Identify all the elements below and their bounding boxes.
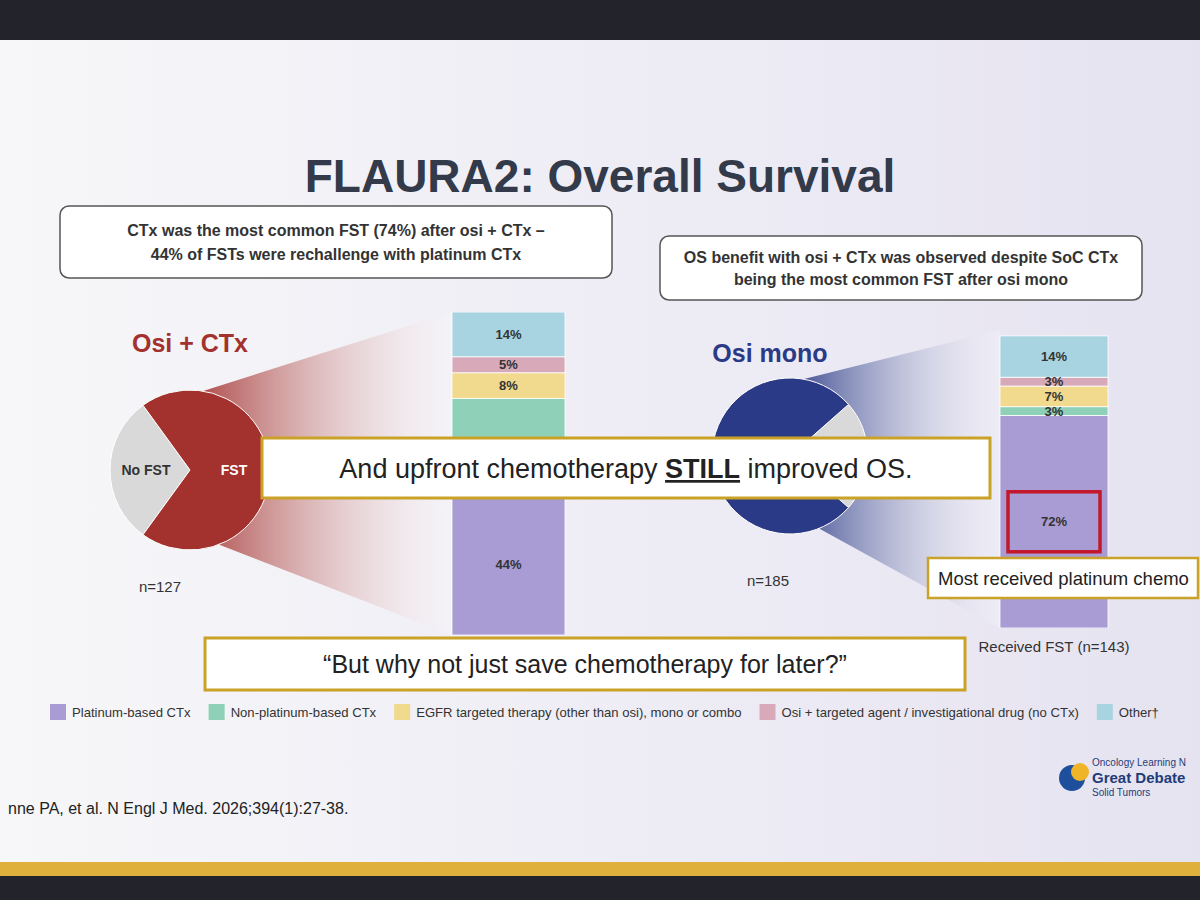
bar-segment [452, 312, 565, 357]
overlay-box [262, 438, 990, 498]
bar-segment [452, 357, 565, 373]
annotation-text: Most received platinum chemo [938, 568, 1189, 589]
callout-text: 44% of FSTs were rechallenge with platin… [151, 246, 522, 263]
callout-box [660, 236, 1142, 300]
overlay-emphasis: STILL [665, 454, 740, 484]
bar-data-label: 72% [1041, 514, 1067, 529]
overlay-text: And upfront chemotherapy [339, 454, 665, 484]
logo-text: Great Debate [1092, 769, 1185, 786]
slide-footer-bar [0, 862, 1200, 876]
bar-segment [452, 494, 565, 635]
overlay-statement: And upfront chemotherapy STILL improved … [339, 454, 912, 484]
bar-data-label: 14% [495, 327, 521, 342]
legend-label: Non-platinum-based CTx [231, 705, 377, 720]
bar-segment [1000, 386, 1108, 407]
bar-segment [452, 373, 565, 399]
citation: nne PA, et al. N Engl J Med. 2026;394(1)… [8, 800, 348, 817]
legend-label: Platinum-based CTx [72, 705, 191, 720]
bar-data-label: 44% [495, 557, 521, 572]
bar-data-label: 8% [499, 378, 518, 393]
slide-canvas: FLAURA2: Overall Survival CTx was the mos… [0, 0, 1200, 900]
room-background [0, 0, 1200, 900]
callout-box [60, 206, 612, 278]
annotation-box [928, 558, 1198, 598]
bar-data-label: 3% [1045, 404, 1064, 419]
overlay-question: “But why not just save chemotherapy for … [323, 650, 847, 678]
pie-subtitle: n=127 [139, 578, 181, 595]
bar-segment [1000, 336, 1108, 377]
overlay-box [205, 638, 965, 690]
pie-title: Osi + CTx [132, 329, 248, 357]
overlay-text: improved OS. [740, 454, 913, 484]
legend-label: EGFR targeted therapy (other than osi), … [416, 705, 741, 720]
logo-text: Solid Tumors [1092, 787, 1150, 798]
legend-swatch [394, 704, 410, 720]
callout-text: being the most common FST after osi mono [734, 271, 1068, 288]
slide-background [0, 40, 1200, 862]
bar-data-label: 7% [1045, 389, 1064, 404]
callout-text: OS benefit with osi + CTx was observed d… [684, 249, 1118, 266]
pie-label: No FST [122, 462, 171, 478]
legend-swatch [209, 704, 225, 720]
logo-icon [1071, 763, 1089, 781]
legend-swatch [1097, 704, 1113, 720]
pie-title: Osi mono [712, 339, 827, 367]
pie-label: FST [221, 462, 248, 478]
legend-label: Osi + targeted agent / investigational d… [782, 705, 1079, 720]
logo-text: Oncology Learning N [1092, 757, 1186, 768]
bar-category-label: Received FST (n=143) [978, 638, 1129, 655]
legend-swatch [50, 704, 66, 720]
bar-data-label: 14% [1041, 349, 1067, 364]
bar-data-label: 5% [499, 357, 518, 372]
pie-subtitle: n=185 [747, 572, 789, 589]
callout-text: CTx was the most common FST (74%) after … [127, 222, 545, 239]
legend-label: Other† [1119, 705, 1159, 720]
highlight-box [1008, 492, 1100, 552]
slide-title: FLAURA2: Overall Survival [305, 150, 896, 202]
bar-data-label: 3% [1045, 374, 1064, 389]
legend-swatch [760, 704, 776, 720]
